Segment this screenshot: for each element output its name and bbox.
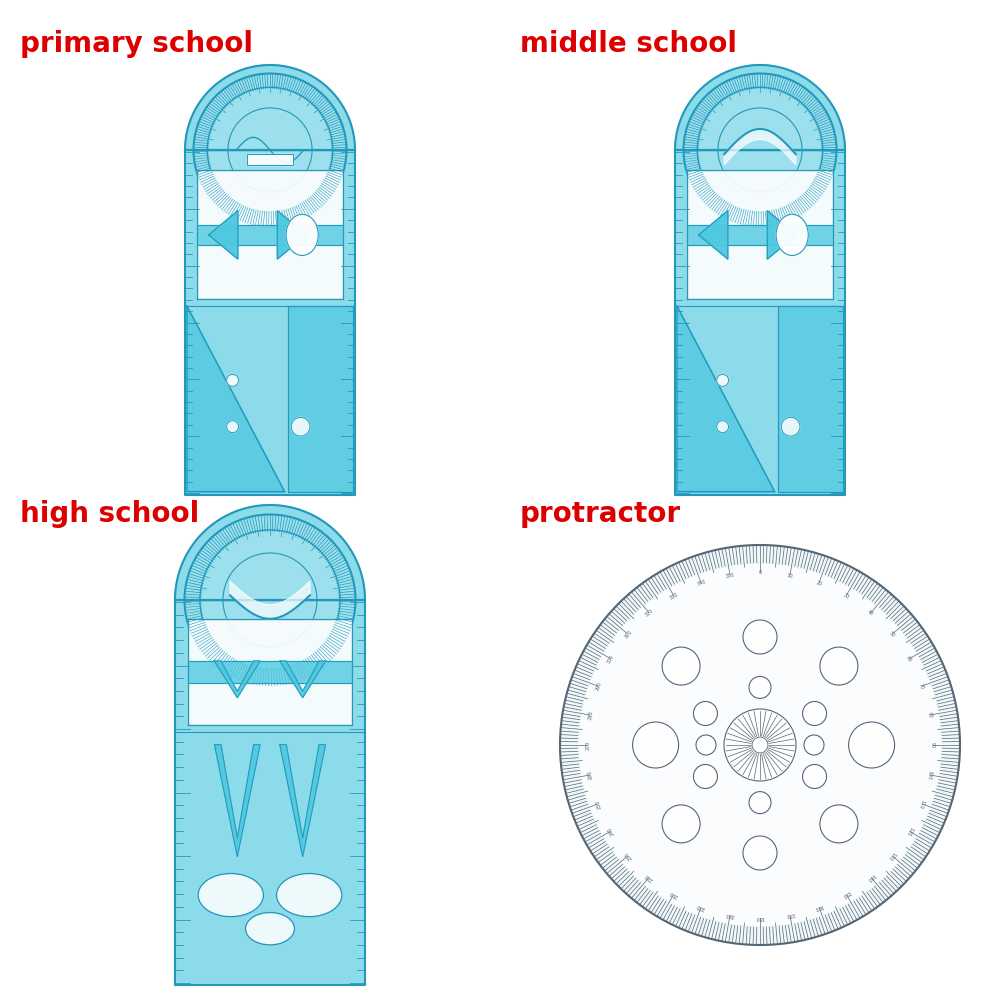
Text: 310: 310 <box>623 629 633 640</box>
Polygon shape <box>214 745 260 857</box>
Circle shape <box>743 620 777 654</box>
Circle shape <box>781 417 800 436</box>
Text: 280: 280 <box>587 710 594 720</box>
Text: 140: 140 <box>865 872 876 882</box>
Circle shape <box>717 374 729 386</box>
Polygon shape <box>197 225 343 245</box>
Text: 340: 340 <box>696 579 706 587</box>
Text: primary school: primary school <box>20 30 253 58</box>
Polygon shape <box>277 211 307 259</box>
Polygon shape <box>778 306 843 492</box>
Text: 20: 20 <box>815 580 823 587</box>
Polygon shape <box>188 661 352 683</box>
Circle shape <box>693 764 717 788</box>
Text: 80: 80 <box>926 712 932 719</box>
Circle shape <box>749 676 771 698</box>
Circle shape <box>184 514 356 686</box>
Circle shape <box>662 647 700 685</box>
Text: 250: 250 <box>594 799 602 809</box>
Polygon shape <box>288 306 353 492</box>
Circle shape <box>633 722 679 768</box>
Polygon shape <box>767 211 797 259</box>
Polygon shape <box>197 170 343 299</box>
Polygon shape <box>187 306 285 492</box>
Polygon shape <box>188 619 352 725</box>
Text: 270: 270 <box>586 740 590 750</box>
Circle shape <box>743 836 777 870</box>
Text: 290: 290 <box>594 681 602 691</box>
Circle shape <box>749 792 771 814</box>
Text: 350: 350 <box>725 572 735 579</box>
Polygon shape <box>280 661 326 698</box>
Text: 200: 200 <box>696 903 706 911</box>
Circle shape <box>804 735 824 755</box>
Polygon shape <box>687 170 833 299</box>
Text: 190: 190 <box>725 911 735 918</box>
Polygon shape <box>280 745 326 857</box>
Circle shape <box>560 545 960 945</box>
Text: 130: 130 <box>887 850 897 861</box>
Text: middle school: middle school <box>520 30 737 58</box>
Circle shape <box>849 722 895 768</box>
Circle shape <box>684 74 836 227</box>
Circle shape <box>820 805 858 843</box>
Polygon shape <box>675 65 845 495</box>
Circle shape <box>194 74 347 227</box>
Text: 0: 0 <box>758 570 762 576</box>
Circle shape <box>227 421 239 433</box>
Text: 220: 220 <box>644 872 655 882</box>
Circle shape <box>717 421 729 433</box>
Circle shape <box>752 737 768 753</box>
Circle shape <box>227 374 239 386</box>
Text: high school: high school <box>20 500 199 528</box>
Circle shape <box>291 417 310 436</box>
Bar <box>247 154 293 165</box>
Text: 10: 10 <box>786 573 793 579</box>
Circle shape <box>693 702 717 726</box>
Text: 170: 170 <box>785 911 795 918</box>
Polygon shape <box>214 661 260 698</box>
Polygon shape <box>687 225 833 245</box>
Text: 240: 240 <box>607 826 616 836</box>
Ellipse shape <box>776 214 808 255</box>
Polygon shape <box>209 211 238 259</box>
Text: 210: 210 <box>669 889 679 898</box>
Text: protractor: protractor <box>520 500 681 528</box>
Ellipse shape <box>198 874 263 917</box>
Polygon shape <box>677 306 775 492</box>
Ellipse shape <box>286 214 318 255</box>
Circle shape <box>662 805 700 843</box>
Text: 330: 330 <box>669 592 679 601</box>
Ellipse shape <box>277 874 342 917</box>
Bar <box>247 154 293 165</box>
Circle shape <box>803 702 827 726</box>
Text: 300: 300 <box>607 654 616 664</box>
Text: 160: 160 <box>814 903 824 911</box>
Text: 40: 40 <box>867 609 875 617</box>
Text: 110: 110 <box>918 799 926 809</box>
Polygon shape <box>175 505 365 985</box>
Circle shape <box>724 709 796 781</box>
Polygon shape <box>724 129 796 165</box>
Text: 90: 90 <box>930 742 934 748</box>
Text: 230: 230 <box>623 850 633 861</box>
Circle shape <box>696 735 716 755</box>
Text: 60: 60 <box>905 655 913 663</box>
Text: 100: 100 <box>926 770 933 780</box>
Text: 260: 260 <box>587 770 594 780</box>
Circle shape <box>580 565 940 925</box>
Text: 30: 30 <box>842 592 850 600</box>
Text: 150: 150 <box>841 889 851 898</box>
Text: 70: 70 <box>918 682 925 690</box>
Text: 320: 320 <box>644 608 655 618</box>
Circle shape <box>803 764 827 788</box>
Polygon shape <box>699 211 728 259</box>
Text: 180: 180 <box>755 914 765 920</box>
Text: 120: 120 <box>904 826 913 836</box>
Polygon shape <box>230 581 310 619</box>
Polygon shape <box>185 65 355 495</box>
Ellipse shape <box>245 912 295 945</box>
Text: 50: 50 <box>888 630 896 638</box>
Circle shape <box>820 647 858 685</box>
